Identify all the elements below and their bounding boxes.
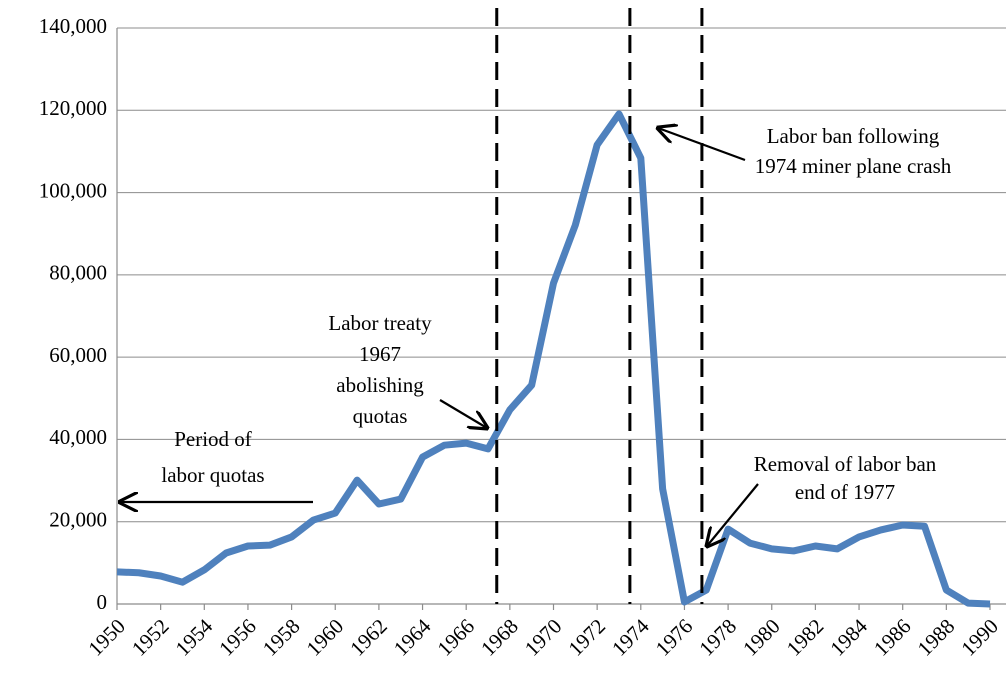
annotation-arrow (439, 399, 487, 428)
x-tick-label: 1960 (302, 614, 349, 661)
data-line (116, 110, 991, 608)
x-tick-label: 1972 (563, 614, 610, 661)
y-tick-label: 120,000 (39, 96, 107, 120)
x-tick-label: 1980 (738, 614, 785, 661)
x-tick-label: 1982 (782, 614, 829, 661)
y-tick-label: 0 (97, 590, 108, 614)
annotation: 1967 (359, 342, 401, 366)
y-tick-label: 140,000 (39, 14, 107, 38)
y-tick-label: 100,000 (39, 178, 107, 202)
x-tick-label: 1970 (520, 614, 567, 661)
x-tick-label: 1986 (869, 614, 916, 661)
x-tick-label: 1952 (127, 614, 174, 661)
y-tick-label: 40,000 (49, 425, 107, 449)
annotation: Labor treaty (328, 311, 432, 335)
x-tick-label: 1984 (825, 614, 872, 661)
annotation: abolishing (336, 373, 424, 397)
annotation-arrow (707, 483, 759, 546)
x-tick-label: 1968 (476, 614, 523, 661)
annotation: Period of (174, 427, 252, 451)
x-tick-label: 1954 (171, 614, 218, 661)
annotation: Removal of labor ban (754, 452, 937, 476)
x-tick-label: 1978 (694, 614, 741, 661)
y-tick-label: 60,000 (49, 343, 107, 367)
annotation: quotas (353, 404, 408, 428)
x-tick-label: 1976 (651, 614, 698, 661)
annotation: labor quotas (161, 463, 264, 487)
x-tick-label: 1950 (83, 614, 130, 661)
x-tick-label: 1966 (432, 614, 479, 661)
y-tick-label: 20,000 (49, 508, 107, 532)
annotation-arrow (658, 128, 746, 162)
x-tick-label: 1962 (345, 614, 392, 661)
x-tick-label: 1964 (389, 614, 436, 661)
annotation: Labor ban following (767, 124, 940, 148)
x-tick-label: 1990 (956, 614, 1003, 661)
annotation: 1974 miner plane crash (755, 154, 952, 178)
x-tick-label: 1958 (258, 614, 305, 661)
y-tick-label: 80,000 (49, 261, 107, 285)
x-tick-label: 1988 (913, 614, 960, 661)
x-tick-label: 1974 (607, 614, 654, 661)
x-tick-label: 1956 (214, 614, 261, 661)
annotation: end of 1977 (795, 480, 895, 504)
